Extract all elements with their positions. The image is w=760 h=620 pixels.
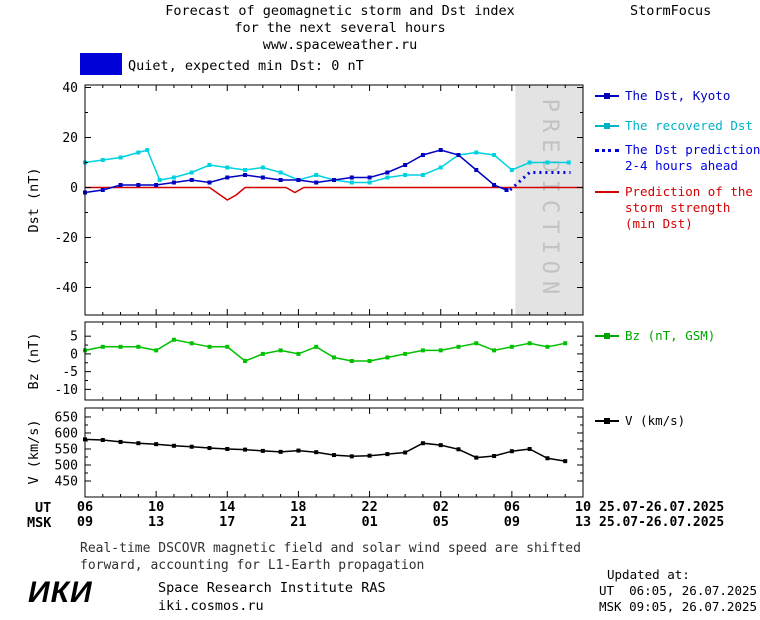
msk-row-label: MSK [27, 515, 52, 531]
svg-text:06: 06 [504, 499, 520, 515]
legend-dst-kyoto: The Dst, Kyoto [595, 88, 730, 104]
legend-recovered-dst-label: The recovered Dst [625, 118, 753, 133]
dst-kyoto-swatch-icon [595, 93, 619, 99]
recovered-dst-swatch-icon [595, 123, 619, 129]
stormfocus-brand: StormFocus [630, 3, 712, 19]
svg-text:-5: -5 [62, 365, 78, 380]
svg-text:0: 0 [70, 347, 78, 362]
svg-text:40: 40 [62, 81, 78, 96]
svg-text:650: 650 [55, 410, 78, 425]
svg-text:22: 22 [361, 499, 377, 515]
svg-text:13: 13 [575, 514, 591, 530]
legend-dst-prediction-label: The Dst prediction 2-4 hours ahead [625, 142, 760, 174]
svg-text:21: 21 [290, 514, 306, 530]
v-swatch-icon [595, 418, 619, 424]
legend-v: V (km/s) [595, 413, 685, 429]
legend-storm-strength: Prediction of the storm strength (min Ds… [595, 184, 753, 232]
updated-msk-time: MSK 09:05, 26.07.2025 [599, 599, 758, 614]
legend-storm-line2: storm strength [625, 200, 731, 215]
legend-bz: Bz (nT, GSM) [595, 328, 715, 344]
iki-logo: ИКИ [28, 576, 93, 609]
svg-text:PREDICTION: PREDICTION [537, 99, 562, 301]
spaceweather-link[interactable]: www.spaceweather.ru [262, 37, 418, 53]
svg-text:-40: -40 [55, 281, 78, 296]
svg-text:13: 13 [148, 514, 164, 530]
svg-text:600: 600 [55, 426, 78, 441]
legend-dst-kyoto-label: The Dst, Kyoto [625, 88, 731, 103]
ut-date-range: 25.07-26.07.2025 [599, 500, 725, 515]
title-line-1: Forecast of geomagnetic storm and Dst in… [165, 3, 515, 19]
svg-text:20: 20 [62, 131, 78, 146]
svg-text:09: 09 [504, 514, 520, 530]
quiet-status-swatch-icon [80, 53, 122, 75]
dst-axis-label: Dst (nT) [26, 167, 42, 233]
svg-text:17: 17 [219, 514, 235, 530]
svg-text:05: 05 [433, 514, 449, 530]
dst-prediction-swatch-icon [595, 149, 619, 152]
legend-storm-strength-label: Prediction of the storm strength (min Ds… [625, 184, 753, 232]
legend-dst-prediction: The Dst prediction 2-4 hours ahead [595, 142, 760, 174]
quiet-status-label: Quiet, expected min Dst: 0 nT [128, 58, 364, 74]
updated-ut-time: UT 06:05, 26.07.2025 [599, 583, 758, 598]
bz-swatch-icon [595, 333, 619, 339]
legend-bz-label: Bz (nT, GSM) [625, 328, 716, 343]
svg-text:-10: -10 [55, 383, 78, 398]
svg-text:06: 06 [77, 499, 93, 515]
storm-strength-swatch-icon [595, 191, 619, 193]
legend-storm-line3: (min Dst) [625, 216, 693, 231]
svg-text:09: 09 [77, 514, 93, 530]
footnote-line2: forward, accounting for L1-Earth propaga… [80, 558, 425, 573]
msk-date-range: 25.07-26.07.2025 [599, 515, 725, 530]
propagation-footnote: Real-time DSCOVR magnetic field and sola… [80, 540, 581, 574]
svg-text:0: 0 [70, 181, 78, 196]
svg-text:10: 10 [148, 499, 164, 515]
svg-text:02: 02 [433, 499, 449, 515]
institute-name: Space Research Institute RAS [158, 580, 386, 596]
legend-recovered-dst: The recovered Dst [595, 118, 753, 134]
footnote-line1: Real-time DSCOVR magnetic field and sola… [80, 541, 581, 556]
svg-text:450: 450 [55, 474, 78, 489]
svg-text:01: 01 [361, 514, 377, 530]
svg-text:14: 14 [219, 499, 235, 515]
svg-text:18: 18 [290, 499, 306, 515]
ut-row-label: UT [35, 500, 52, 516]
legend-dst-prediction-line1: The Dst prediction [625, 142, 760, 157]
legend-dst-prediction-line2: 2-4 hours ahead [625, 158, 738, 173]
iki-site-link[interactable]: iki.cosmos.ru [158, 598, 264, 614]
title-line-2: for the next several hours [234, 20, 446, 36]
svg-text:10: 10 [575, 499, 591, 515]
legend-storm-line1: Prediction of the [625, 184, 753, 199]
legend-v-label: V (km/s) [625, 413, 686, 428]
updated-at-label: Updated at: [607, 567, 690, 582]
charts-svg: PREDICTION 40 20 0 -20 -40 5 0 -5 -10 650600550500… [55, 81, 592, 530]
v-axis-label: V (km/s) [26, 419, 42, 485]
svg-text:550: 550 [55, 442, 78, 457]
svg-text:500: 500 [55, 458, 78, 473]
page-title: Forecast of geomagnetic storm and Dst in… [60, 3, 620, 54]
svg-text:5: 5 [70, 330, 78, 345]
svg-text:-20: -20 [55, 231, 78, 246]
